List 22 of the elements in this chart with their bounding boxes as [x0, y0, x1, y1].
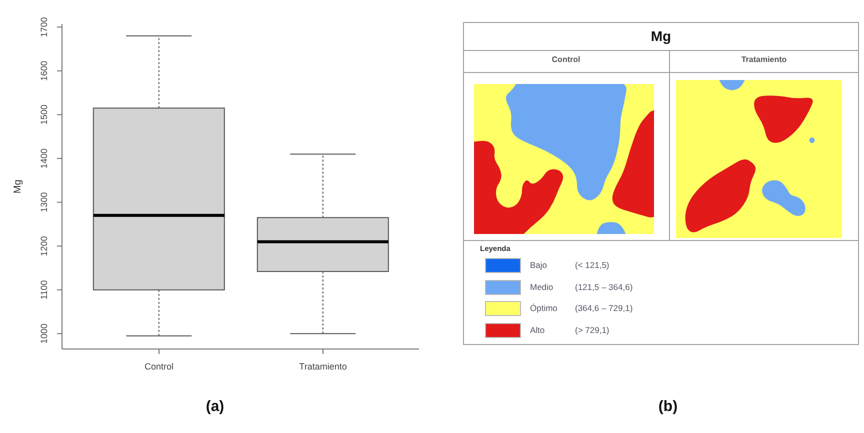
text: (121,5 – 364,6) — [575, 282, 633, 293]
legend-label: Alto — [530, 325, 545, 336]
y-tick-label: 1700 — [39, 17, 49, 38]
y-tick-label: 1400 — [39, 148, 49, 168]
legend-label: Medio — [530, 282, 554, 293]
text: Control — [550, 55, 582, 65]
text: (b) — [657, 398, 679, 415]
text: (< 121,5) — [575, 260, 610, 271]
text: (a) — [204, 398, 226, 415]
text: (> 729,1) — [575, 325, 610, 336]
legend-label: Bajo — [530, 260, 548, 271]
y-axis-title: Mg — [12, 180, 24, 194]
y-tick-label: 1000 — [39, 324, 49, 344]
text: (364,6 – 729,1) — [575, 303, 633, 314]
y-tick-label: 1500 — [39, 104, 49, 125]
y-tick-label: 1200 — [39, 236, 49, 256]
text: Mg — [650, 27, 672, 45]
legend-label: Óptimo — [530, 303, 558, 314]
text: Tratamiento — [740, 55, 788, 65]
y-tick-label: 1300 — [39, 192, 49, 212]
y-tick-label: 1100 — [39, 280, 49, 300]
y-tick-label: 1600 — [39, 60, 49, 81]
